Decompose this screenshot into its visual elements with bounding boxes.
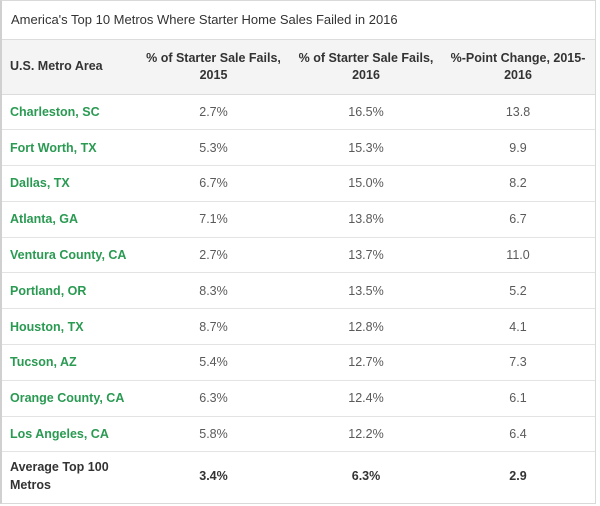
fail-2015-cell: 7.1% [199, 212, 228, 227]
fail-2015-cell: 5.8% [199, 427, 228, 442]
metro-link[interactable]: Orange County, CA [10, 391, 125, 406]
fail-2016-cell: 12.8% [348, 319, 384, 334]
fail-2016-cell: 13.7% [348, 248, 384, 263]
fail-2016-cell: 15.3% [348, 140, 384, 155]
fail-2016-cell: 15.0% [348, 176, 384, 191]
metro-link[interactable]: Atlanta, GA [10, 212, 79, 227]
average-label: Average Top 100 Metros [10, 460, 109, 493]
change-cell: 6.1 [509, 391, 527, 406]
fail-2016-cell: 12.7% [348, 355, 384, 370]
metro-link[interactable]: Dallas, TX [10, 176, 70, 191]
metro-link[interactable]: Portland, OR [10, 283, 87, 298]
table-row: Atlanta, GA 7.1% 13.8% 6.7 [2, 201, 595, 238]
metro-link[interactable]: Tucson, AZ [10, 355, 77, 370]
table-row: Los Angeles, CA 5.8% 12.2% 6.4 [2, 416, 595, 452]
average-row: Average Top 100 Metros 3.4% 6.3% 2.9 [2, 452, 595, 500]
change-cell: 8.2 [509, 176, 527, 191]
fail-2016-cell: 13.8% [348, 212, 384, 227]
header-fail-2016: % of Starter Sale Fails, 2016 [291, 40, 441, 95]
fail-2015-cell: 5.4% [199, 355, 228, 370]
metro-link[interactable]: Houston, TX [10, 319, 84, 334]
table-row: Ventura County, CA 2.7% 13.7% 11.0 [2, 237, 595, 273]
change-cell: 11.0 [506, 248, 530, 263]
change-cell: 9.9 [509, 140, 527, 155]
header-fail-2015: % of Starter Sale Fails, 2015 [136, 40, 291, 95]
change-cell: 6.4 [509, 427, 527, 442]
table-row: Charleston, SC 2.7% 16.5% 13.8 [2, 94, 595, 130]
fail-2015-cell: 2.7% [199, 104, 228, 119]
table-title: America's Top 10 Metros Where Starter Ho… [2, 1, 595, 40]
table-row: Houston, TX 8.7% 12.8% 4.1 [2, 309, 595, 345]
fail-2016-cell: 12.2% [348, 427, 384, 442]
fail-2016-cell: 13.5% [348, 283, 384, 298]
header-row: U.S. Metro Area % of Starter Sale Fails,… [2, 40, 595, 95]
average-change: 2.9 [509, 469, 527, 484]
table-row: Tucson, AZ 5.4% 12.7% 7.3 [2, 345, 595, 381]
change-cell: 13.8 [505, 104, 531, 119]
average-fail-2015: 3.4% [199, 469, 228, 484]
metro-table: U.S. Metro Area % of Starter Sale Fails,… [2, 40, 595, 500]
metro-link[interactable]: Fort Worth, TX [10, 140, 97, 155]
table-row: Orange County, CA 6.3% 12.4% 6.1 [2, 380, 595, 417]
metro-link[interactable]: Ventura County, CA [10, 248, 127, 263]
metro-link[interactable]: Los Angeles, CA [10, 427, 109, 442]
metro-link[interactable]: Charleston, SC [10, 104, 100, 119]
table-row: Portland, OR 8.3% 13.5% 5.2 [2, 273, 595, 309]
fail-2016-cell: 16.5% [348, 104, 384, 119]
average-fail-2016: 6.3% [351, 469, 381, 484]
fail-2015-cell: 6.7% [199, 176, 228, 191]
change-cell: 7.3 [509, 355, 527, 370]
fail-2015-cell: 2.7% [199, 248, 228, 263]
change-cell: 6.7 [509, 212, 527, 227]
header-metro: U.S. Metro Area [2, 40, 136, 95]
fail-2015-cell: 6.3% [199, 391, 228, 406]
table-row: Dallas, TX 6.7% 15.0% 8.2 [2, 166, 595, 202]
table-row: Fort Worth, TX 5.3% 15.3% 9.9 [2, 130, 595, 166]
change-cell: 4.1 [509, 319, 527, 334]
fail-2015-cell: 8.7% [199, 319, 228, 334]
fail-2016-cell: 12.4% [348, 391, 384, 406]
fail-2015-cell: 5.3% [199, 140, 228, 155]
change-cell: 5.2 [509, 283, 527, 298]
fail-2015-cell: 8.3% [199, 283, 228, 298]
header-change: %-Point Change, 2015-2016 [441, 40, 595, 95]
